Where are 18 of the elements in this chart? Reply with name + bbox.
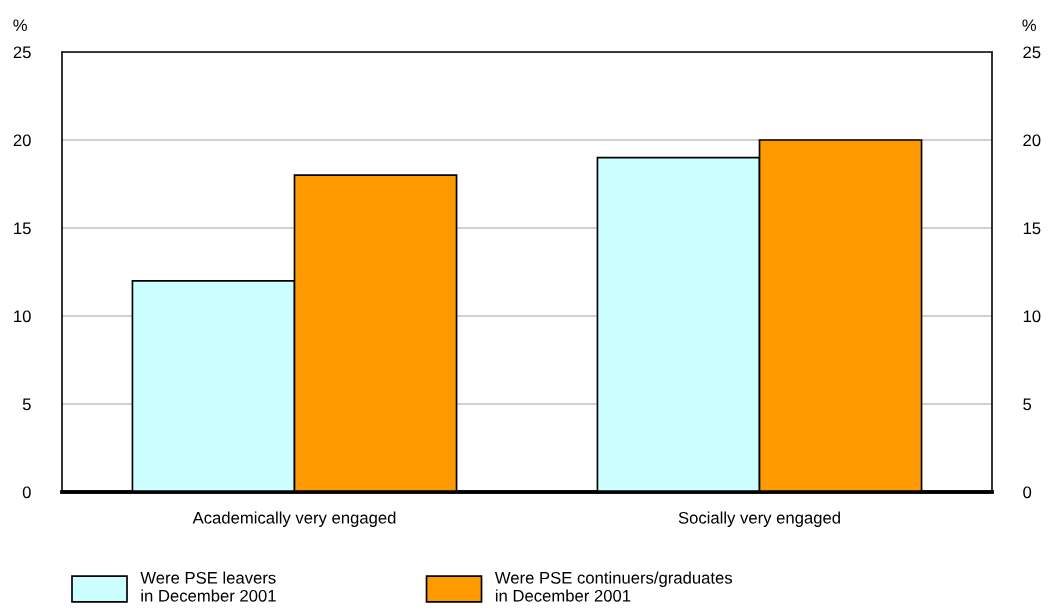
y2-axis-title: % <box>1022 19 1037 32</box>
y-tick-label: 10 <box>14 310 31 323</box>
y-tick-label: 20 <box>13 134 31 147</box>
y-tick-label: 25 <box>13 46 31 59</box>
y-tick-label: 5 <box>22 398 31 411</box>
x-tick-label: Socially very engaged <box>678 511 840 527</box>
y-axis-title: % <box>13 19 27 32</box>
y2-tick-label: 20 <box>1023 134 1041 147</box>
legend-label: Were PSE continuers/graduates in December 2001 <box>494 571 733 602</box>
y-tick-label: 0 <box>22 486 31 499</box>
x-tick-label: Academically very engaged <box>192 511 396 527</box>
legend-label: Were PSE leavers in December 2001 <box>140 571 276 602</box>
y2-tick-label: 5 <box>1023 398 1032 411</box>
y-tick-label: 15 <box>14 222 31 235</box>
y2-tick-label: 15 <box>1023 222 1041 235</box>
y2-tick-label: 25 <box>1023 46 1041 59</box>
y2-tick-label: 10 <box>1023 310 1041 323</box>
y2-tick-label: 0 <box>1023 486 1032 499</box>
